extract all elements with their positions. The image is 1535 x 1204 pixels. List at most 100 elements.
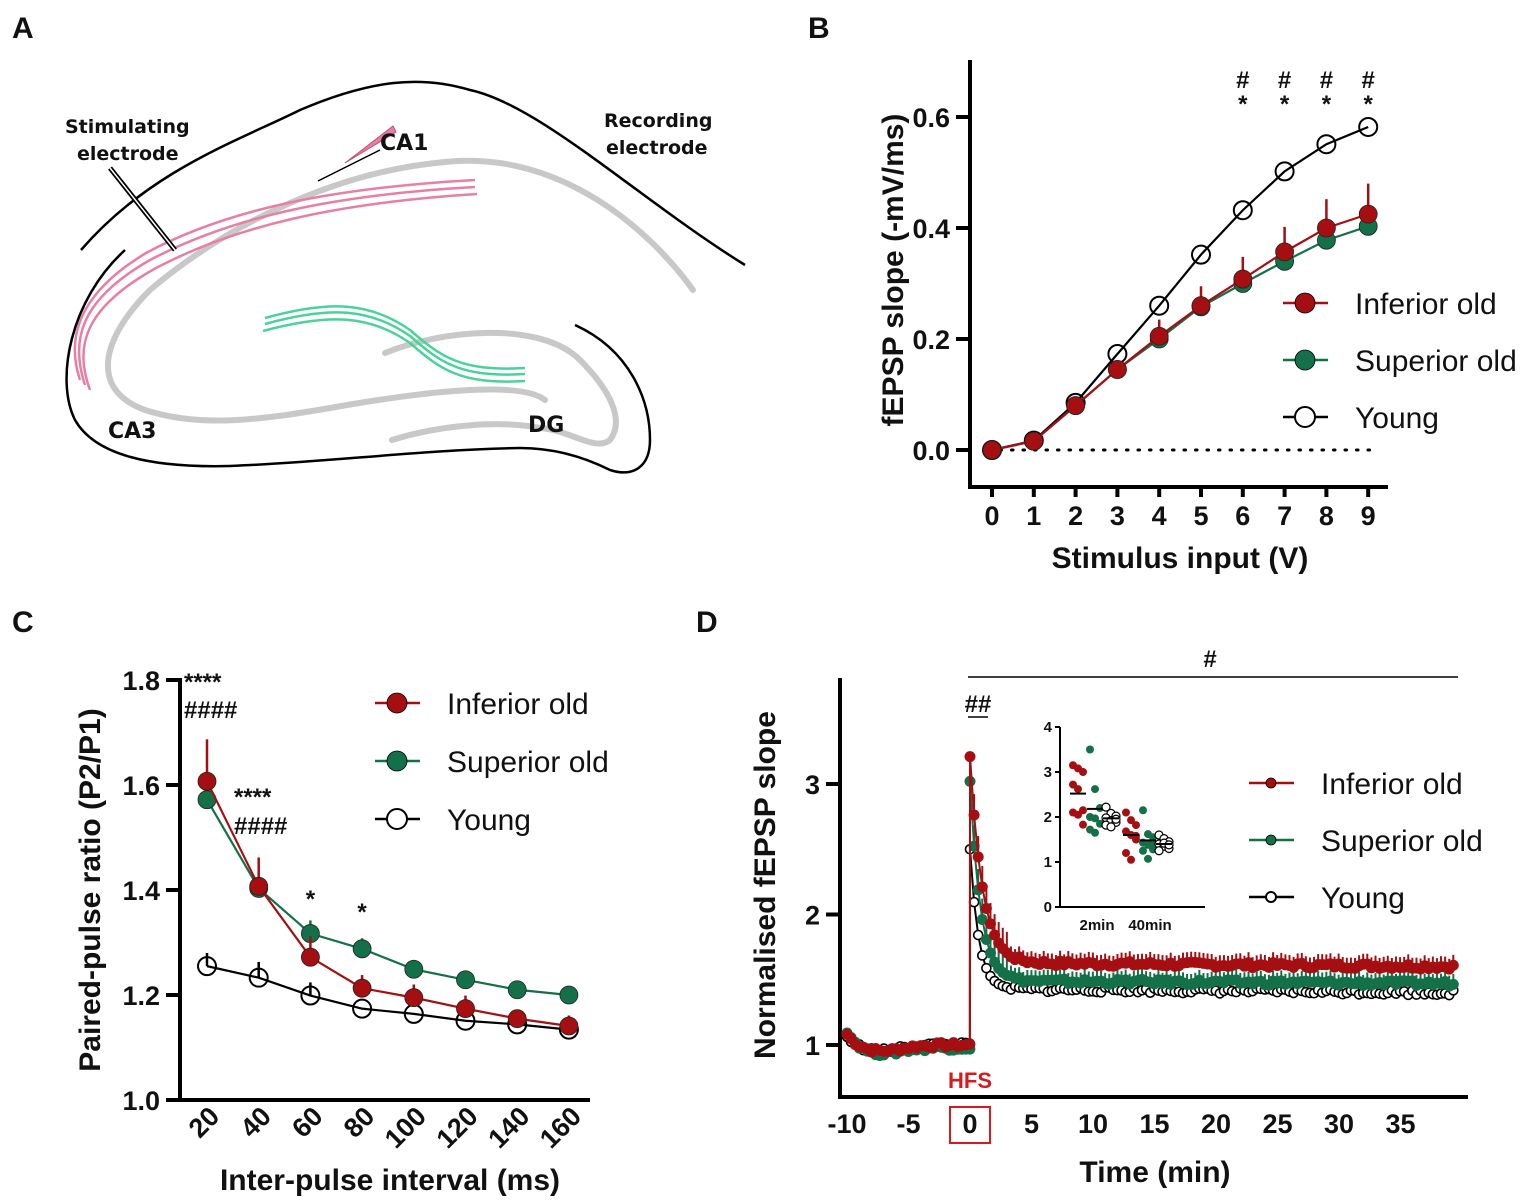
- panel-letter-a: A: [12, 12, 34, 45]
- legend-item-superior_old: Superior old: [1283, 345, 1517, 378]
- x-tick-label: 100: [379, 1101, 432, 1154]
- panel-a: A Stimulating electrode: [12, 12, 746, 474]
- legend-item-young: Young: [1283, 402, 1439, 435]
- hippocampus-outline: [80, 80, 746, 267]
- legend-marker: [1294, 406, 1316, 428]
- x-tick-label: 20: [1201, 1109, 1231, 1139]
- data-point: [197, 956, 217, 977]
- x-tick-label: -5: [896, 1109, 920, 1139]
- y-tick-label: 1.4: [122, 876, 160, 906]
- inset-point: [1144, 854, 1152, 863]
- series-superior_old: [841, 775, 1459, 1062]
- significance-stars: ****: [234, 784, 272, 811]
- significance-hashes: ####: [234, 813, 287, 840]
- data-point: [197, 771, 217, 791]
- significance-hashes: ####: [184, 697, 237, 724]
- dg-granule-layer-upper: [382, 329, 619, 447]
- data-point: [456, 970, 475, 990]
- data-point: [1232, 200, 1253, 221]
- x-tick-label: 0: [962, 1109, 977, 1139]
- inset-y-tick-label: 3: [1044, 764, 1052, 781]
- x-tick-label: 60: [286, 1101, 328, 1143]
- legend-marker: [386, 750, 408, 772]
- hfs-tick-highlight: [949, 1106, 991, 1144]
- panel-b: B 0.0 0.2 0.4 0.6 0 1 2 3 4 5 6 7 8 9 Stimulus input (…: [808, 12, 1517, 575]
- data-point: [1275, 242, 1294, 262]
- series-line: [991, 125, 1369, 452]
- series-superior_old: [982, 216, 1378, 460]
- data-point: [507, 1009, 527, 1029]
- inset-x-tick-label: 40min: [1128, 917, 1171, 934]
- data-point: [507, 980, 527, 1000]
- y-tick-label: 1.6: [122, 771, 160, 801]
- legend-label: Superior old: [1355, 345, 1517, 378]
- x-tick-label: 35: [1385, 1109, 1415, 1139]
- inset-group-young-2min: [1101, 802, 1121, 832]
- data-point: [300, 947, 320, 967]
- perforant-path: [262, 305, 526, 383]
- legend-label: Superior old: [1321, 825, 1483, 858]
- significance-star: *: [306, 886, 316, 913]
- data-point: [1358, 116, 1379, 137]
- inset-group-superior_old-40min: [1139, 806, 1157, 863]
- legend-item-superior_old: Superior old: [375, 746, 609, 779]
- y-tick-label: 3: [805, 770, 820, 800]
- legend-item-young: Young: [1249, 882, 1405, 915]
- significance-stars: ****: [184, 669, 222, 696]
- x-tick-label: 6: [1235, 501, 1250, 531]
- data-point: [1274, 161, 1295, 182]
- legend-item-inferior_old: Inferior old: [1249, 768, 1463, 801]
- x-tick-label: 80: [338, 1101, 380, 1143]
- data-point: [980, 902, 992, 914]
- inset-background: [1045, 722, 1215, 932]
- dg-label: DG: [528, 413, 564, 438]
- inset-point: [1074, 810, 1082, 819]
- inset-point: [1086, 745, 1094, 754]
- legend-marker: [1265, 777, 1277, 789]
- y-axis-title: Paired-pulse ratio (P2/P1): [74, 708, 107, 1071]
- schaffer-collaterals: [73, 178, 478, 391]
- x-tick-label: 5: [1024, 1109, 1039, 1139]
- significance-star: *: [1322, 91, 1332, 118]
- significance-hash: #: [1320, 67, 1333, 94]
- data-point: [248, 967, 269, 988]
- x-tick-label: 1: [1026, 501, 1041, 531]
- x-tick-label: 10: [1078, 1109, 1108, 1139]
- inset-group-inferior_old-2min: [1069, 761, 1087, 829]
- legend-marker: [386, 808, 408, 830]
- data-point: [300, 985, 321, 1006]
- inset-point: [1139, 846, 1147, 855]
- data-point: [404, 988, 424, 1008]
- dg-granule-layer-lower: [389, 421, 543, 443]
- data-point: [984, 947, 996, 959]
- significance-star: *: [357, 899, 367, 926]
- y-tick-label: 1.0: [122, 1086, 160, 1116]
- inset-y-tick-label: 2: [1044, 809, 1052, 826]
- x-tick-label: 40: [234, 1101, 276, 1143]
- significance-hash: #: [1203, 646, 1216, 673]
- x-tick-label: 2: [1068, 501, 1083, 531]
- x-tick-label: -10: [827, 1109, 866, 1139]
- data-point: [559, 1016, 579, 1036]
- hippocampus-outline-lower: [65, 249, 652, 474]
- inset-point: [1074, 785, 1082, 794]
- legend-marker: [1265, 834, 1277, 846]
- data-point: [404, 959, 424, 979]
- x-axis-title: Stimulus input (V): [1052, 542, 1309, 575]
- inset-group-young-40min: [1154, 830, 1174, 856]
- inset-group-inferior_old-40min: [1122, 808, 1140, 864]
- series-inferior_old: [982, 183, 1378, 460]
- inset-point: [1127, 816, 1135, 825]
- y-tick-label: 2: [805, 901, 820, 931]
- legend-marker: [1265, 891, 1277, 903]
- series-line: [991, 213, 1369, 452]
- data-point: [249, 876, 269, 896]
- x-tick-label: 8: [1319, 501, 1334, 531]
- data-point: [1317, 218, 1336, 238]
- x-axis-title: Inter-pulse interval (ms): [220, 1164, 560, 1197]
- inset-y-tick-label: 4: [1044, 719, 1053, 736]
- stimulating-electrode-label-1: Stimulating: [65, 116, 190, 138]
- inset-point: [1091, 814, 1099, 823]
